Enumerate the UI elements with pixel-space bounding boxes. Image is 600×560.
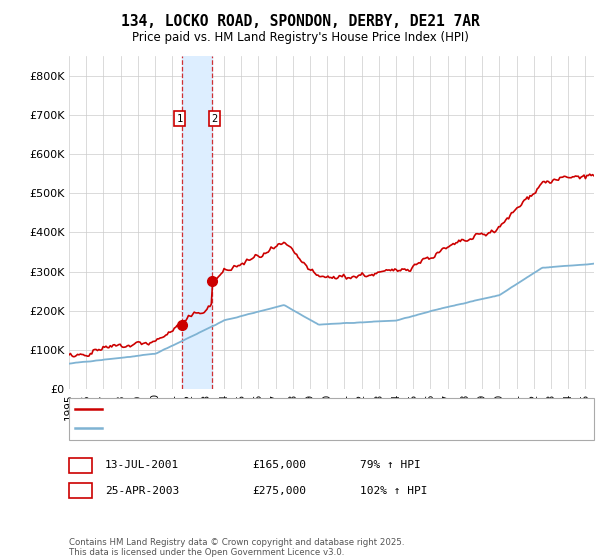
Text: Price paid vs. HM Land Registry's House Price Index (HPI): Price paid vs. HM Land Registry's House …: [131, 31, 469, 44]
Text: 2: 2: [211, 114, 217, 124]
Text: 25-APR-2003: 25-APR-2003: [105, 486, 179, 496]
Text: 2: 2: [77, 486, 84, 496]
Text: 134, LOCKO ROAD, SPONDON, DERBY, DE21 7AR (detached house): 134, LOCKO ROAD, SPONDON, DERBY, DE21 7A…: [108, 404, 457, 414]
Text: £275,000: £275,000: [252, 486, 306, 496]
Text: HPI: Average price, detached house, City of Derby: HPI: Average price, detached house, City…: [108, 423, 370, 433]
Text: 1: 1: [176, 114, 182, 124]
Text: 13-JUL-2001: 13-JUL-2001: [105, 460, 179, 470]
Text: 79% ↑ HPI: 79% ↑ HPI: [360, 460, 421, 470]
Text: 1: 1: [77, 460, 84, 470]
Text: Contains HM Land Registry data © Crown copyright and database right 2025.
This d: Contains HM Land Registry data © Crown c…: [69, 538, 404, 557]
Bar: [182, 56, 212, 389]
Text: £165,000: £165,000: [252, 460, 306, 470]
Text: 102% ↑ HPI: 102% ↑ HPI: [360, 486, 427, 496]
Text: 134, LOCKO ROAD, SPONDON, DERBY, DE21 7AR: 134, LOCKO ROAD, SPONDON, DERBY, DE21 7A…: [121, 14, 479, 29]
